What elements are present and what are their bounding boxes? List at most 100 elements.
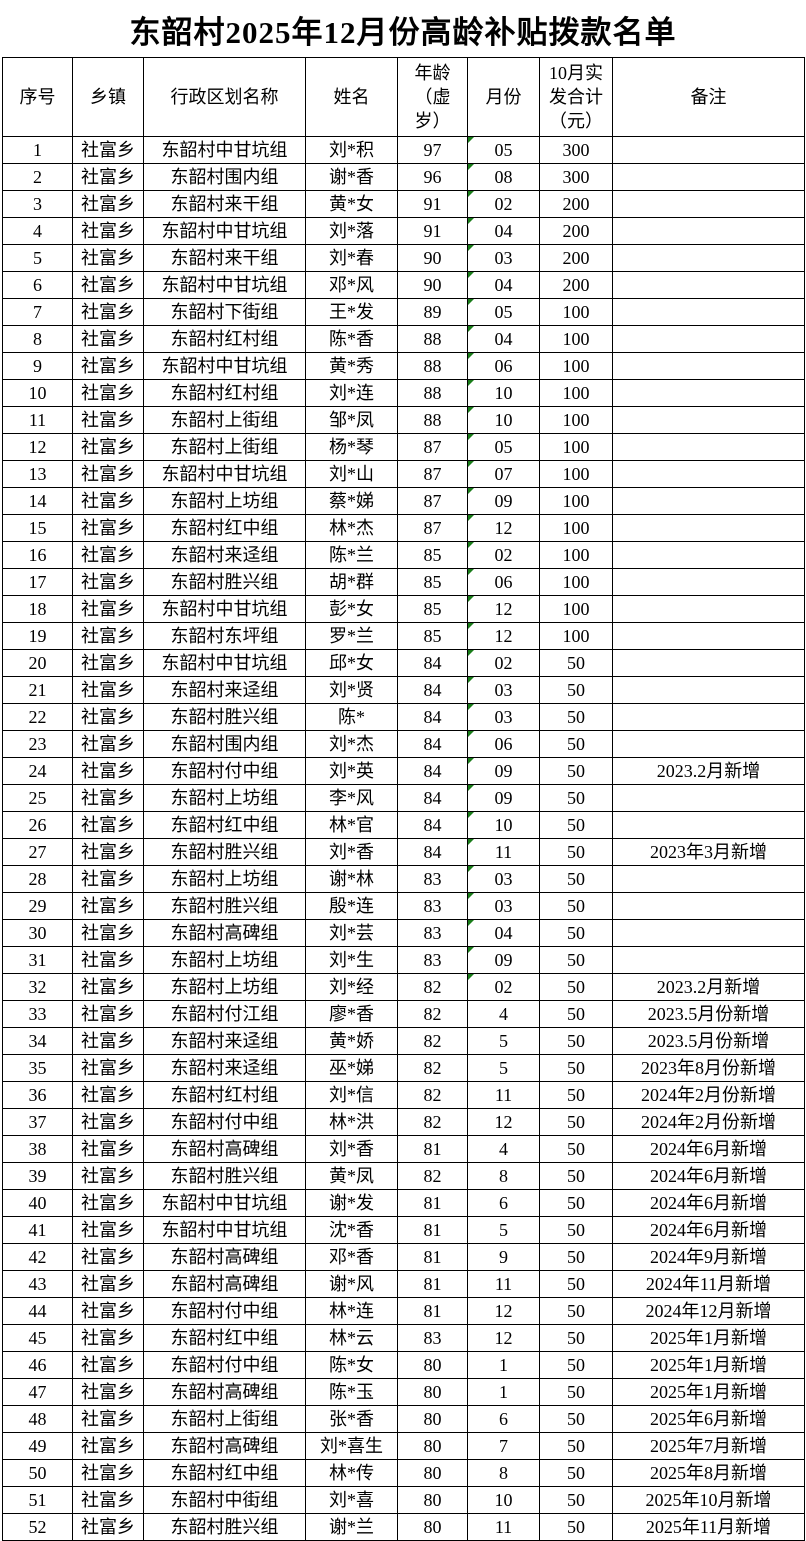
cell-seq: 48 xyxy=(2,1405,73,1433)
cell-age: 84 xyxy=(397,730,468,758)
cell-seq: 12 xyxy=(2,433,73,461)
cell-seq: 9 xyxy=(2,352,73,380)
cell-amount: 50 xyxy=(539,784,613,812)
cell-seq: 11 xyxy=(2,406,73,434)
cell-remark xyxy=(612,703,805,731)
cell-seq: 14 xyxy=(2,487,73,515)
cell-division: 东韶村东坪组 xyxy=(143,622,306,650)
cell-age: 87 xyxy=(397,460,468,488)
cell-division: 东韶村高碑组 xyxy=(143,1378,306,1406)
cell-age: 84 xyxy=(397,838,468,866)
cell-name: 邱*女 xyxy=(305,649,398,677)
cell-age: 82 xyxy=(397,1108,468,1136)
cell-division: 东韶村来迳组 xyxy=(143,1027,306,1055)
table-row: 27 社富乡 东韶村胜兴组 刘*香 84 11 50 2023年3月新增 xyxy=(2,838,805,866)
cell-name: 林*连 xyxy=(305,1297,398,1325)
cell-amount: 50 xyxy=(539,1081,613,1109)
number-stored-as-text-flag-icon xyxy=(468,866,474,872)
table-row: 25 社富乡 东韶村上坊组 李*风 84 09 50 xyxy=(2,784,805,812)
cell-name: 邓*香 xyxy=(305,1243,398,1271)
cell-amount: 100 xyxy=(539,406,613,434)
cell-township: 社富乡 xyxy=(72,919,144,947)
table-row: 20 社富乡 东韶村中甘坑组 邱*女 84 02 50 xyxy=(2,649,805,677)
cell-amount: 50 xyxy=(539,1054,613,1082)
cell-seq: 38 xyxy=(2,1135,73,1163)
cell-name: 沈*香 xyxy=(305,1216,398,1244)
cell-seq: 37 xyxy=(2,1108,73,1136)
cell-seq: 46 xyxy=(2,1351,73,1379)
cell-amount: 100 xyxy=(539,325,613,353)
cell-amount: 50 xyxy=(539,676,613,704)
cell-township: 社富乡 xyxy=(72,676,144,704)
cell-remark xyxy=(612,352,805,380)
cell-seq: 3 xyxy=(2,190,73,218)
number-stored-as-text-flag-icon xyxy=(468,380,474,386)
cell-township: 社富乡 xyxy=(72,1135,144,1163)
cell-seq: 29 xyxy=(2,892,73,920)
cell-division: 东韶村红中组 xyxy=(143,1459,306,1487)
cell-age: 90 xyxy=(397,244,468,272)
cell-name: 刘*喜生 xyxy=(305,1432,398,1460)
cell-month: 12 xyxy=(467,595,540,623)
table-row: 22 社富乡 东韶村胜兴组 陈* 84 03 50 xyxy=(2,703,805,731)
cell-amount: 100 xyxy=(539,379,613,407)
cell-division: 东韶村中甘坑组 xyxy=(143,217,306,245)
cell-division: 东韶村中甘坑组 xyxy=(143,1216,306,1244)
table-body: 1 社富乡 东韶村中甘坑组 刘*积 97 05 300 2 社富乡 东韶村围内组 谢*香 96 08 30… xyxy=(2,136,805,1541)
cell-name: 刘*山 xyxy=(305,460,398,488)
table-row: 51 社富乡 东韶村中街组 刘*喜 80 10 50 2025年10月新增 xyxy=(2,1486,805,1514)
cell-name: 刘*香 xyxy=(305,838,398,866)
cell-month: 11 xyxy=(467,838,540,866)
cell-township: 社富乡 xyxy=(72,1108,144,1136)
number-stored-as-text-flag-icon xyxy=(468,650,474,656)
cell-division: 东韶村中甘坑组 xyxy=(143,649,306,677)
cell-division: 东韶村上街组 xyxy=(143,406,306,434)
table-row: 26 社富乡 东韶村红中组 林*官 84 10 50 xyxy=(2,811,805,839)
cell-age: 83 xyxy=(397,919,468,947)
table-row: 5 社富乡 东韶村来干组 刘*春 90 03 200 xyxy=(2,244,805,272)
number-stored-as-text-flag-icon xyxy=(468,920,474,926)
cell-age: 80 xyxy=(397,1486,468,1514)
cell-remark: 2024年2月份新增 xyxy=(612,1081,805,1109)
cell-amount: 50 xyxy=(539,1108,613,1136)
cell-month: 02 xyxy=(467,190,540,218)
cell-month: 4 xyxy=(467,1000,540,1028)
table-row: 50 社富乡 东韶村红中组 林*传 80 8 50 2025年8月新增 xyxy=(2,1459,805,1487)
cell-seq: 5 xyxy=(2,244,73,272)
cell-township: 社富乡 xyxy=(72,379,144,407)
cell-township: 社富乡 xyxy=(72,406,144,434)
cell-month: 04 xyxy=(467,919,540,947)
cell-division: 东韶村下街组 xyxy=(143,298,306,326)
cell-division: 东韶村上街组 xyxy=(143,433,306,461)
cell-township: 社富乡 xyxy=(72,892,144,920)
cell-remark: 2024年6月新增 xyxy=(612,1216,805,1244)
cell-name: 张*香 xyxy=(305,1405,398,1433)
cell-township: 社富乡 xyxy=(72,433,144,461)
cell-remark xyxy=(612,136,805,164)
table-row: 9 社富乡 东韶村中甘坑组 黄*秀 88 06 100 xyxy=(2,352,805,380)
cell-remark xyxy=(612,622,805,650)
cell-amount: 100 xyxy=(539,514,613,542)
cell-age: 88 xyxy=(397,379,468,407)
number-stored-as-text-flag-icon xyxy=(468,839,474,845)
cell-remark xyxy=(612,784,805,812)
cell-age: 84 xyxy=(397,676,468,704)
cell-remark: 2024年9月新增 xyxy=(612,1243,805,1271)
table-row: 13 社富乡 东韶村中甘坑组 刘*山 87 07 100 xyxy=(2,460,805,488)
cell-township: 社富乡 xyxy=(72,244,144,272)
cell-remark xyxy=(612,919,805,947)
cell-age: 83 xyxy=(397,865,468,893)
cell-remark: 2025年1月新增 xyxy=(612,1351,805,1379)
cell-amount: 50 xyxy=(539,1135,613,1163)
cell-township: 社富乡 xyxy=(72,1378,144,1406)
cell-remark xyxy=(612,190,805,218)
cell-seq: 41 xyxy=(2,1216,73,1244)
cell-seq: 45 xyxy=(2,1324,73,1352)
cell-age: 81 xyxy=(397,1270,468,1298)
table-row: 33 社富乡 东韶村付江组 廖*香 82 4 50 2023.5月份新增 xyxy=(2,1000,805,1028)
cell-division: 东韶村红村组 xyxy=(143,325,306,353)
cell-amount: 50 xyxy=(539,730,613,758)
cell-seq: 51 xyxy=(2,1486,73,1514)
cell-division: 东韶村红中组 xyxy=(143,514,306,542)
cell-name: 邓*风 xyxy=(305,271,398,299)
